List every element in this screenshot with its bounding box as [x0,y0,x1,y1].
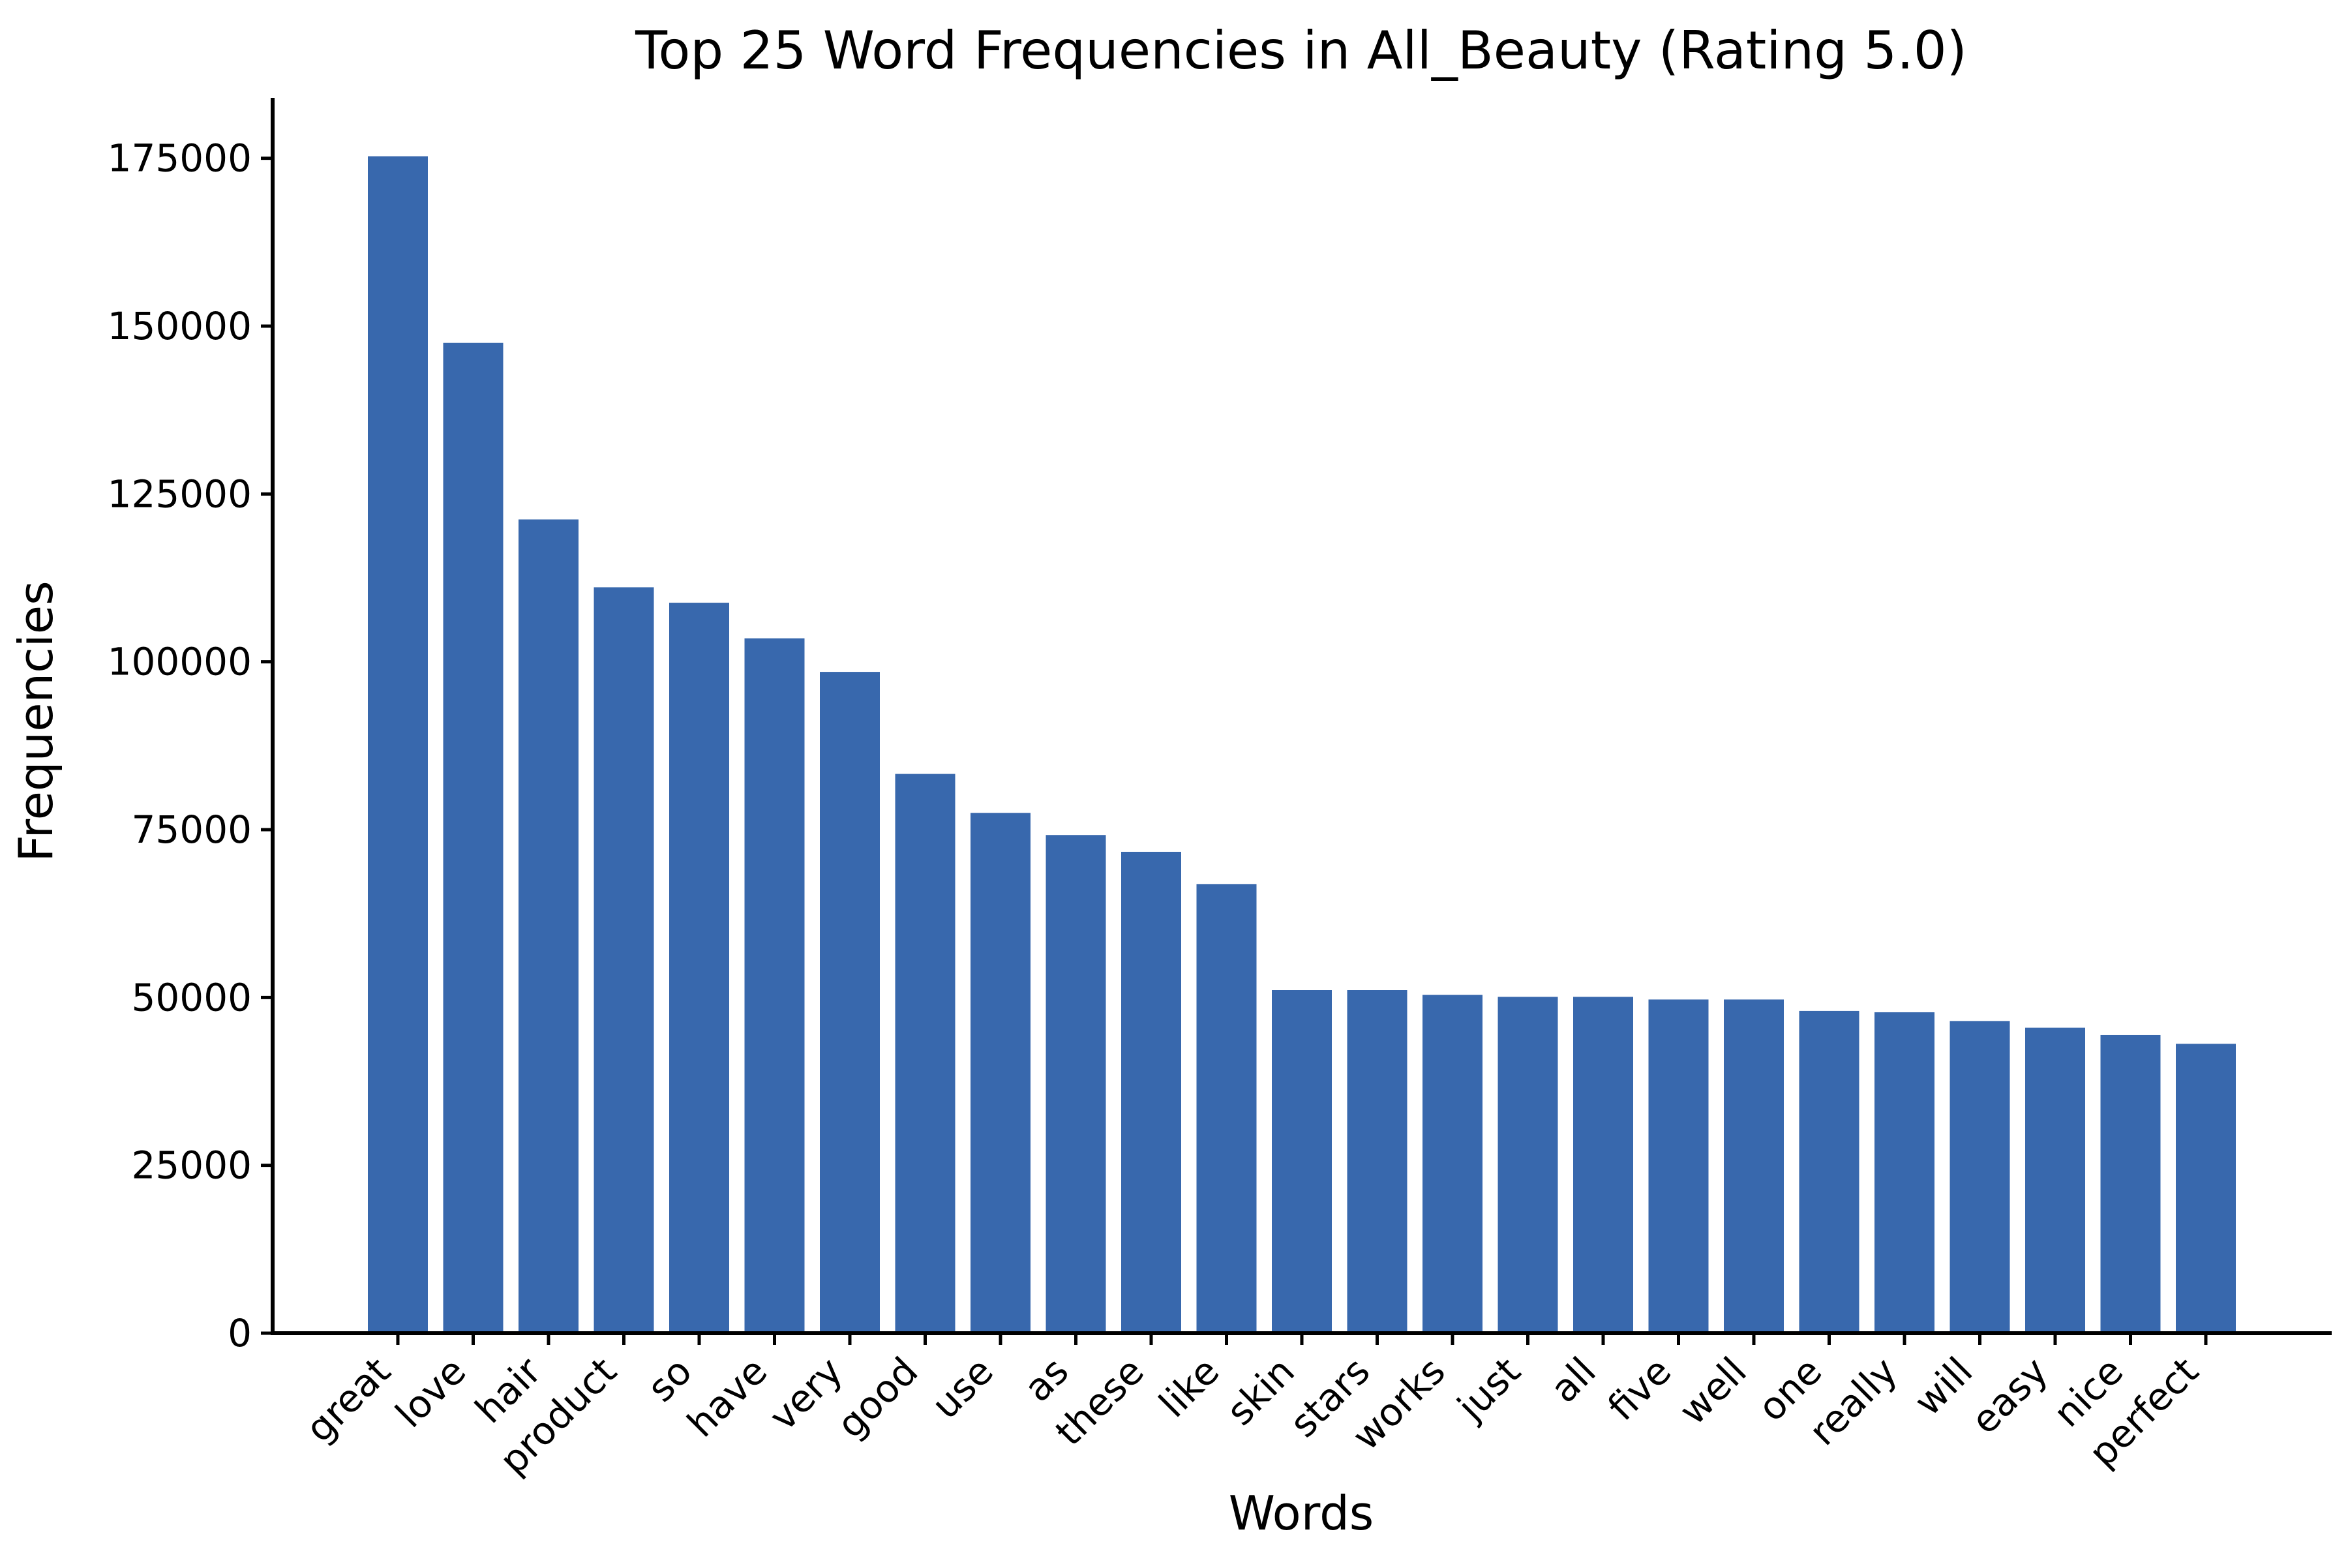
y-tick-label: 50000 [131,975,252,1019]
x-tick-label-these: these [1047,1349,1152,1455]
x-tick-label-use: use [923,1349,1002,1428]
bar-well [1724,999,1784,1333]
bar-all [1573,997,1633,1333]
bar-good [895,774,956,1333]
bar-easy [2025,1027,2085,1333]
x-tick-label-very: very [760,1349,851,1440]
x-tick-label-great: great [297,1349,399,1451]
y-tick-label: 0 [228,1311,252,1355]
bar-works [1422,995,1483,1333]
bar-as [1046,835,1106,1333]
bar-perfect [2176,1044,2236,1333]
x-tick-label-five: five [1599,1349,1679,1429]
y-tick-label: 125000 [108,472,252,516]
x-tick-label-well: well [1670,1349,1755,1434]
bar-nice [2100,1034,2161,1333]
bars [368,156,2236,1334]
y-axis-ticks: 0 25000 50000 75000 100000 125000 150000 175000 [108,136,273,1355]
bar-will [1949,1021,2010,1333]
bar-really [1874,1012,1934,1333]
x-tick-label-easy: easy [1963,1349,2056,1443]
x-axis-label: Words [1229,1486,1374,1541]
bar-product [594,587,654,1334]
y-axis-label: Frequencies [8,580,63,862]
bar-hair [519,519,579,1333]
x-tick-label-really: really [1800,1349,1905,1454]
x-tick-label-all: all [1542,1349,1604,1411]
bar-skin [1272,990,1332,1333]
bar-so [669,603,729,1333]
bar-these [1121,851,1181,1333]
y-tick-label: 150000 [108,304,252,348]
y-tick-label: 175000 [108,136,252,181]
bar-use [971,813,1031,1333]
x-tick-label-good: good [828,1349,926,1447]
x-tick-label-love: love [387,1349,474,1436]
bar-five [1648,999,1709,1333]
bar-great [368,156,428,1334]
bar-stars [1347,990,1407,1333]
y-tick-label: 75000 [131,807,252,852]
y-tick-label: 100000 [108,640,252,684]
bar-have [744,638,805,1333]
bar-one [1799,1010,1859,1333]
x-tick-label-just: just [1448,1349,1529,1430]
bar-very [820,672,880,1333]
bar-just [1498,997,1558,1333]
x-tick-label-have: have [679,1349,776,1446]
chart-title: Top 25 Word Frequencies in All_Beauty (R… [635,20,1967,81]
x-tick-label-like: like [1151,1349,1227,1426]
bar-love [443,342,504,1334]
y-tick-label: 25000 [131,1143,252,1188]
bar-like [1196,884,1257,1333]
